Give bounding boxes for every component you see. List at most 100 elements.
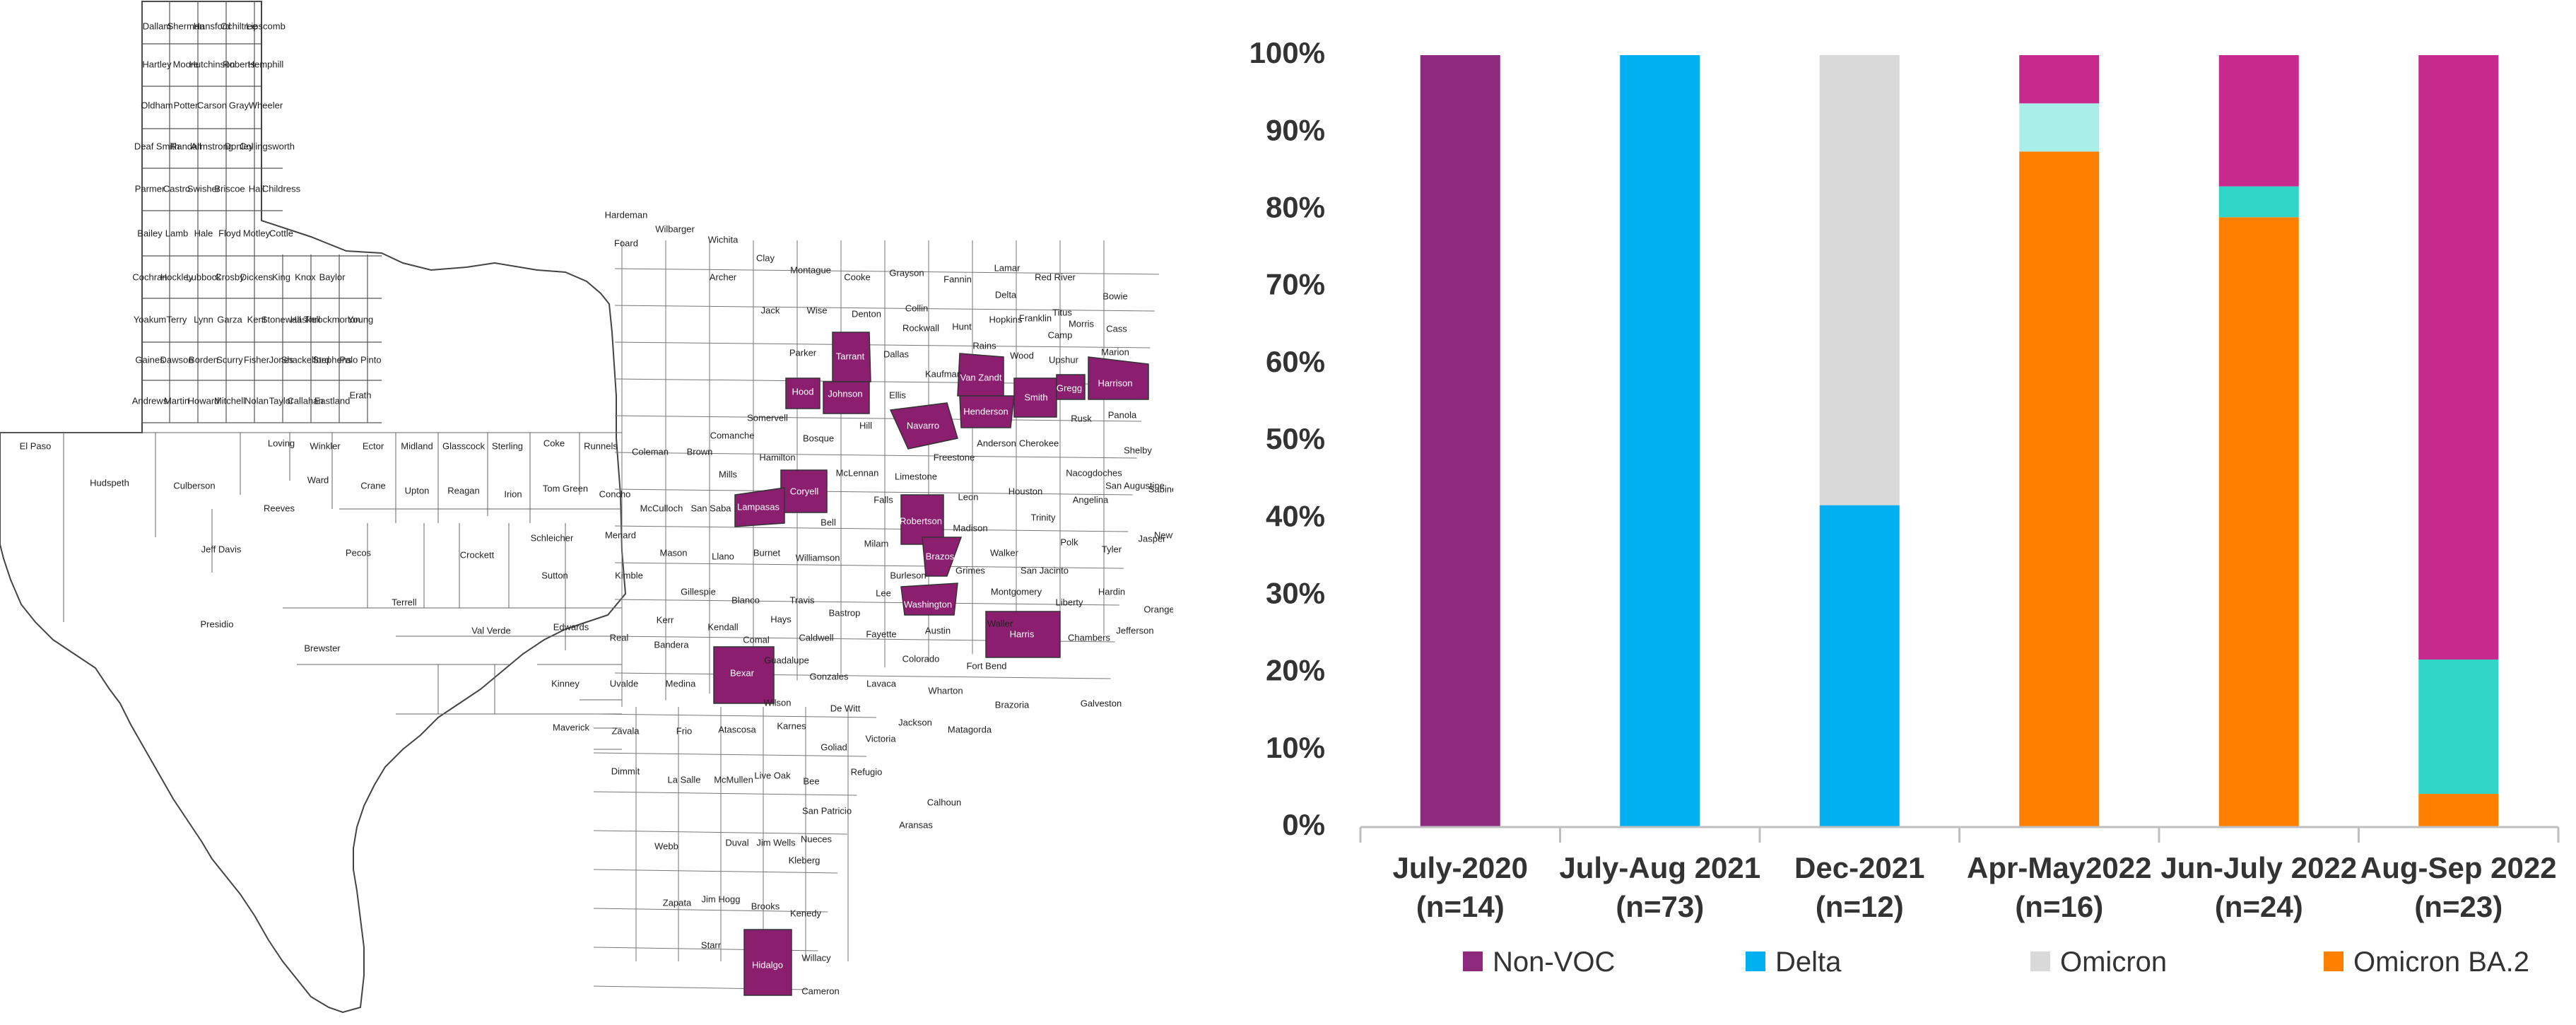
county-label-ochiltree: Ochiltree bbox=[220, 20, 257, 31]
county-label-hansford: Hansford bbox=[194, 20, 231, 31]
county-label-schleicher: Schleicher bbox=[531, 532, 574, 543]
county-label-callahan: Callahan bbox=[287, 395, 323, 406]
county-label-burleson: Burleson bbox=[890, 570, 926, 580]
county-label-willacy: Willacy bbox=[801, 952, 831, 963]
county-label-scurry: Scurry bbox=[216, 354, 243, 365]
county-label-falls: Falls bbox=[874, 494, 893, 505]
county-label-harrison: Harrison bbox=[1098, 377, 1132, 388]
county-label-terry: Terry bbox=[167, 314, 187, 324]
county-label-taylor: Taylor bbox=[269, 395, 294, 406]
county-label-anderson: Anderson bbox=[977, 438, 1016, 448]
county-label-jeff-davis: Jeff Davis bbox=[201, 544, 242, 554]
county-label-king: King bbox=[272, 271, 290, 282]
county-label-el-paso: El Paso bbox=[20, 440, 52, 451]
county-label-freestone: Freestone bbox=[934, 452, 975, 462]
county-label-val-verde: Val Verde bbox=[471, 625, 510, 636]
county-shape-lampasas bbox=[734, 487, 785, 527]
county-label-rusk: Rusk bbox=[1071, 413, 1092, 423]
county-label-hockley: Hockley bbox=[160, 271, 194, 282]
county-label-hidalgo: Hidalgo bbox=[752, 959, 783, 970]
county-label-atascosa: Atascosa bbox=[718, 724, 756, 734]
county-shape-brazos bbox=[922, 537, 963, 577]
county-label-wheeler: Wheeler bbox=[249, 100, 283, 110]
county-label-erath: Erath bbox=[349, 390, 371, 400]
county-label-goliad: Goliad bbox=[821, 742, 847, 752]
county-label-live-oak: Live Oak bbox=[754, 770, 791, 780]
county-label-runnels: Runnels bbox=[584, 440, 618, 451]
x-category-label-n-12: (n=12) bbox=[1816, 890, 1904, 923]
county-label-parker: Parker bbox=[789, 347, 817, 358]
county-shape-smith bbox=[1013, 377, 1057, 418]
x-category-label-july-aug-2021: July-Aug 2021 bbox=[1559, 851, 1760, 884]
county-label-gregg: Gregg bbox=[1057, 382, 1082, 393]
county-label-bandera: Bandera bbox=[654, 639, 689, 650]
county-label-real: Real bbox=[610, 632, 629, 643]
county-label-cass: Cass bbox=[1106, 323, 1127, 334]
county-label-lampasas: Lampasas bbox=[737, 501, 780, 512]
county-label-stephens: Stephens bbox=[313, 354, 352, 365]
county-label-coryell: Coryell bbox=[790, 486, 819, 496]
county-label-washington: Washington bbox=[904, 599, 952, 609]
x-category-label-july-2020: July-2020 bbox=[1393, 851, 1528, 884]
county-label-trinity: Trinity bbox=[1031, 512, 1056, 522]
county-label-gonzales: Gonzales bbox=[810, 671, 849, 681]
county-label-palo-pinto: Palo Pinto bbox=[339, 354, 381, 365]
county-label-jim-wells: Jim Wells bbox=[756, 837, 796, 848]
county-label-jim-hogg: Jim Hogg bbox=[702, 894, 741, 904]
legend-label-omicron-ba-2: Omicron BA.2 bbox=[2353, 947, 2529, 978]
county-label-fisher: Fisher bbox=[244, 354, 270, 365]
county-label-caldwell: Caldwell bbox=[799, 632, 833, 643]
county-label-somervell: Somervell bbox=[747, 412, 788, 423]
county-label-leon: Leon bbox=[958, 491, 979, 502]
county-shape-harrison bbox=[1088, 356, 1149, 400]
county-label-shelby: Shelby bbox=[1124, 445, 1152, 455]
county-label-liberty: Liberty bbox=[1055, 597, 1083, 607]
y-tick-label-0: 0% bbox=[1282, 808, 1325, 841]
y-tick-label-20: 20% bbox=[1266, 654, 1325, 687]
county-label-fort-bend: Fort Bend bbox=[966, 660, 1006, 671]
county-label-throckmorton: Throckmorton bbox=[304, 314, 360, 324]
county-shape-henderson bbox=[959, 395, 1015, 428]
texas-county-map: Dallam Sherman Hansford Ochiltree Lipscomb Ha… bbox=[0, 0, 1185, 1021]
county-label-nacogdoches: Nacogdoches bbox=[1066, 467, 1122, 478]
county-label-medina: Medina bbox=[666, 678, 696, 689]
x-category-label-n-24: (n=24) bbox=[2215, 890, 2303, 923]
county-label-maverick: Maverick bbox=[553, 722, 590, 732]
county-label-andrews: Andrews bbox=[132, 395, 168, 406]
y-tick-label-10: 10% bbox=[1266, 731, 1325, 764]
county-label-briscoe: Briscoe bbox=[214, 183, 245, 194]
county-label-carson: Carson bbox=[197, 100, 227, 110]
county-label-orange: Orange bbox=[1143, 604, 1173, 614]
county-label-uvalde: Uvalde bbox=[610, 678, 638, 689]
county-label-dimmit: Dimmit bbox=[611, 766, 640, 776]
county-label-donley: Donley bbox=[225, 141, 254, 151]
county-label-garza: Garza bbox=[217, 314, 242, 324]
county-label-dawson: Dawson bbox=[160, 354, 194, 365]
county-grid bbox=[0, 1, 1160, 990]
county-label-bosque: Bosque bbox=[803, 433, 834, 443]
county-label-karnes: Karnes bbox=[777, 720, 806, 731]
county-shape-hood bbox=[785, 377, 821, 409]
county-label-robertson: Robertson bbox=[900, 515, 942, 526]
county-label-archer: Archer bbox=[710, 271, 737, 282]
county-label-wharton: Wharton bbox=[928, 685, 963, 696]
county-label-starr: Starr bbox=[701, 939, 722, 950]
county-label-randall: Randall bbox=[170, 141, 201, 151]
county-label-parmer: Parmer bbox=[135, 183, 165, 194]
county-shape-tarrant bbox=[832, 332, 871, 382]
county-label-hudspeth: Hudspeth bbox=[90, 477, 129, 488]
county-label-galveston: Galveston bbox=[1081, 698, 1122, 708]
county-label-armstrong: Armstrong bbox=[191, 141, 233, 151]
county-label-kaufman: Kaufman bbox=[925, 368, 962, 379]
county-label-martin: Martin bbox=[164, 395, 189, 406]
county-label-foard: Foard bbox=[614, 238, 638, 248]
county-label-morris: Morris bbox=[1069, 318, 1095, 329]
county-label-travis: Travis bbox=[790, 594, 815, 605]
county-label-lamar: Lamar bbox=[994, 262, 1021, 273]
x-category-label-n-23: (n=23) bbox=[2414, 890, 2503, 923]
legend-swatch-delta bbox=[1746, 951, 1765, 971]
y-tick-label-40: 40% bbox=[1266, 499, 1325, 532]
county-label-crosby: Crosby bbox=[215, 271, 245, 282]
county-label-calhoun: Calhoun bbox=[927, 797, 961, 807]
